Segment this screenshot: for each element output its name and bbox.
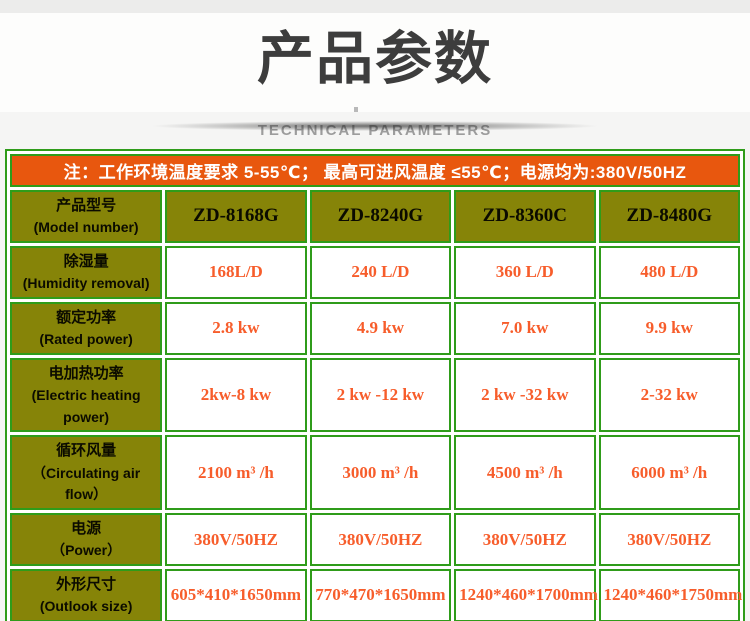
value-cell: 2.8 kw <box>165 301 307 355</box>
model-cell: ZD-8360C <box>454 190 596 243</box>
value-cell: 770*470*1650mm <box>309 569 452 621</box>
value-cell: 2-32 kw <box>598 357 740 433</box>
row-label-cn: 循环风量 <box>56 442 117 460</box>
table-row: 电加热功率 (Electric heating power) 2kw-8 kw 2 k… <box>10 357 740 433</box>
artifact-speck <box>354 107 358 112</box>
value-cell: 168L/D <box>165 245 307 299</box>
row-label-cn: 电加热功率 <box>48 364 124 382</box>
value-cell: 1240*460*1750mm <box>598 569 742 621</box>
value-cell: 480 L/D <box>598 245 740 299</box>
value-cell: 4500 m³ /h <box>454 435 596 511</box>
row-label-cn: 产品型号 <box>56 197 117 214</box>
top-strip <box>0 0 750 13</box>
row-label-cn: 除湿量 <box>63 252 109 270</box>
row-header: 除湿量 (Humidity removal) <box>10 245 163 299</box>
row-header: 电源 （Power） <box>10 513 163 566</box>
row-label-en: (Humidity removal) <box>22 275 150 292</box>
row-label-en: (Rated power) <box>39 331 133 348</box>
value-cell: 240 L/D <box>309 245 452 299</box>
row-header: 外形尺寸 (Outlook size) <box>10 569 163 621</box>
row-label-en: （Circulating air flow） <box>32 464 141 503</box>
value-cell: 2 kw -32 kw <box>454 357 596 433</box>
row-label-cn: 外形尺寸 <box>56 576 117 593</box>
value-cell: 4.9 kw <box>309 301 452 355</box>
table-row: 产品型号 (Model number) ZD-8168G ZD-8240G ZD-836… <box>10 190 740 243</box>
spec-table: 注：工作环境温度要求 5-55℃； 最高可进风温度 ≤55℃；电源均为:380V… <box>5 149 745 621</box>
table-row: 外形尺寸 (Outlook size) 605*410*1650mm 770*470*… <box>10 569 742 621</box>
value-cell: 380V/50HZ <box>454 513 596 566</box>
row-label-cn: 额定功率 <box>56 308 117 326</box>
value-cell: 2kw-8 kw <box>165 357 307 433</box>
value-cell: 605*410*1650mm <box>165 569 307 621</box>
value-cell: 380V/50HZ <box>165 513 307 566</box>
page-title: 产品参数 <box>257 27 493 91</box>
row-label-en: (Electric heating power) <box>31 387 141 425</box>
row-label-cn: 电源 <box>71 520 102 538</box>
row-label-en: （Power） <box>51 542 122 559</box>
row-label-en: (Model number) <box>33 219 139 236</box>
value-cell: 360 L/D <box>454 245 596 299</box>
environment-note: 注：工作环境温度要求 5-55℃； 最高可进风温度 ≤55℃；电源均为:380V… <box>10 154 740 187</box>
value-cell: 3000 m³ /h <box>309 435 452 511</box>
model-cell: ZD-8168G <box>165 190 307 243</box>
value-cell: 1240*460*1700mm <box>454 569 598 621</box>
spec-table-body: 注：工作环境温度要求 5-55℃； 最高可进风温度 ≤55℃；电源均为:380V… <box>10 154 742 621</box>
note-row: 注：工作环境温度要求 5-55℃； 最高可进风温度 ≤55℃；电源均为:380V… <box>10 154 740 187</box>
value-cell: 6000 m³ /h <box>598 435 740 511</box>
value-cell: 7.0 kw <box>454 301 596 355</box>
row-header: 循环风量 （Circulating air flow） <box>10 435 163 511</box>
row-header: 额定功率 (Rated power) <box>10 301 163 355</box>
value-cell: 380V/50HZ <box>309 513 452 566</box>
title-banner: 产品参数 <box>0 13 750 133</box>
value-cell: 9.9 kw <box>598 301 740 355</box>
value-cell: 2 kw -12 kw <box>309 357 452 433</box>
value-cell: 2100 m³ /h <box>165 435 307 511</box>
row-header: 电加热功率 (Electric heating power) <box>10 357 163 433</box>
spec-table-container: 注：工作环境温度要求 5-55℃； 最高可进风温度 ≤55℃；电源均为:380V… <box>5 149 745 621</box>
table-row: 电源 （Power） 380V/50HZ 380V/50HZ 380V/50HZ 380V… <box>10 513 740 566</box>
row-header: 产品型号 (Model number) <box>10 190 163 243</box>
model-cell: ZD-8480G <box>598 190 740 243</box>
table-row: 额定功率 (Rated power) 2.8 kw 4.9 kw 7.0 kw 9.9 k… <box>10 301 740 355</box>
value-cell: 380V/50HZ <box>598 513 740 566</box>
table-row: 除湿量 (Humidity removal) 168L/D 240 L/D 360 L/… <box>10 245 740 299</box>
model-cell: ZD-8240G <box>309 190 452 243</box>
row-label-en: (Outlook size) <box>39 598 133 615</box>
title-shadow <box>65 119 685 133</box>
table-row: 循环风量 （Circulating air flow） 2100 m³ /h 3000… <box>10 435 740 511</box>
